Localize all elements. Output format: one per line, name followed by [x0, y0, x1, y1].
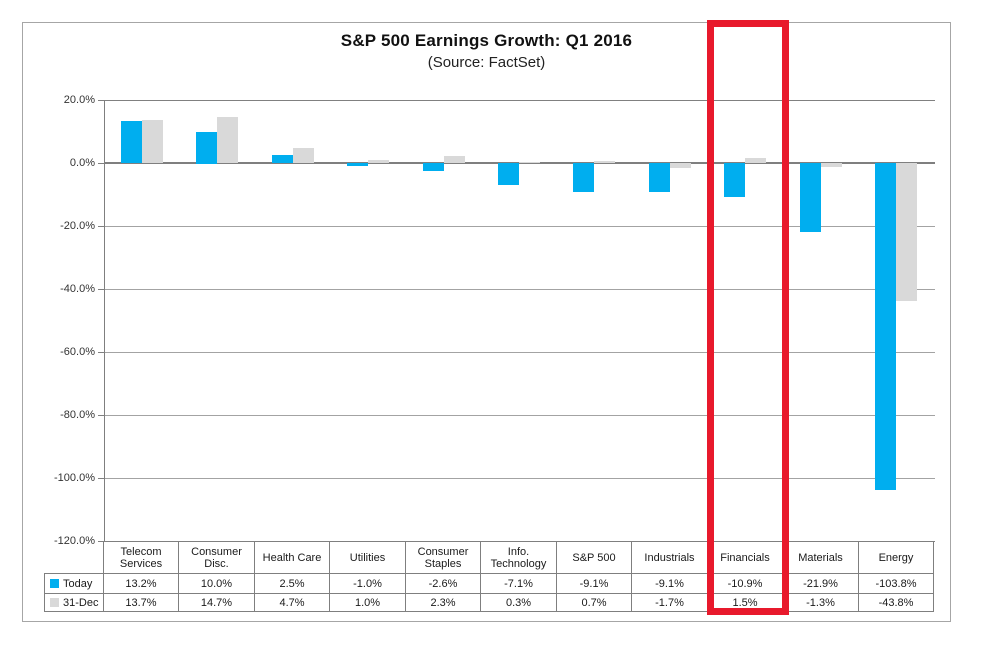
- bar-today-9: [800, 163, 821, 232]
- table-cell: 2.3%: [405, 593, 481, 612]
- table-cell: -1.3%: [782, 593, 859, 612]
- legend-label: Today: [63, 577, 93, 590]
- table-cell: 0.7%: [556, 593, 632, 612]
- table-header-5: Info. Technology: [480, 541, 557, 574]
- table-cell: -43.8%: [858, 593, 934, 612]
- bar-31-dec-6: [594, 161, 615, 163]
- y-axis-tick: [98, 541, 104, 542]
- y-axis-tick: [98, 415, 104, 416]
- table-header-6: S&P 500: [556, 541, 632, 574]
- legend-label: 31-Dec: [63, 596, 99, 609]
- bar-today-10: [875, 163, 896, 490]
- legend-marker-icon: [50, 579, 59, 588]
- y-axis-label: -40.0%: [60, 283, 95, 295]
- bar-31-dec-10: [896, 163, 917, 301]
- bar-today-7: [649, 163, 670, 192]
- bar-31-dec-4: [444, 156, 465, 163]
- table-header-9: Materials: [782, 541, 859, 574]
- gridline: [105, 478, 935, 479]
- bar-31-dec-1: [217, 117, 238, 163]
- bar-31-dec-8: [745, 158, 766, 163]
- table-header-7: Industrials: [631, 541, 708, 574]
- bar-31-dec-3: [368, 160, 389, 163]
- gridline: [105, 100, 935, 101]
- legend-marker-icon: [50, 598, 59, 607]
- y-axis-tick: [98, 289, 104, 290]
- bar-today-3: [347, 163, 368, 166]
- bar-31-dec-5: [519, 162, 540, 163]
- table-header-4: Consumer Staples: [405, 541, 481, 574]
- legend-cell-31-dec: 31-Dec: [44, 593, 104, 612]
- table-cell: 1.0%: [329, 593, 406, 612]
- legend-cell-today: Today: [44, 573, 104, 594]
- table-cell: 0.3%: [480, 593, 557, 612]
- table-header-3: Utilities: [329, 541, 406, 574]
- y-axis-tick: [98, 226, 104, 227]
- table-cell: -2.6%: [405, 573, 481, 594]
- bar-today-5: [498, 163, 519, 185]
- table-cell: 2.5%: [254, 573, 330, 594]
- table-cell: -103.8%: [858, 573, 934, 594]
- gridline: [105, 226, 935, 227]
- bar-today-0: [121, 121, 142, 163]
- y-axis-label: -80.0%: [60, 409, 95, 421]
- table-cell: 10.0%: [178, 573, 255, 594]
- y-axis-label: -120.0%: [54, 535, 95, 547]
- gridline: [105, 289, 935, 290]
- table-cell: -9.1%: [631, 573, 708, 594]
- bar-today-2: [272, 155, 293, 163]
- y-axis-label: 0.0%: [69, 157, 95, 169]
- table-header-10: Energy: [858, 541, 934, 574]
- bar-today-6: [573, 163, 594, 192]
- chart-frame: [22, 22, 951, 622]
- gridline: [105, 415, 935, 416]
- table-cell: -9.1%: [556, 573, 632, 594]
- table-header-0: Telecom Services: [103, 541, 179, 574]
- bar-31-dec-2: [293, 148, 314, 163]
- chart-subtitle: (Source: FactSet): [427, 54, 546, 71]
- y-axis-tick: [98, 100, 104, 101]
- y-axis-label: -60.0%: [60, 346, 95, 358]
- table-cell: 14.7%: [178, 593, 255, 612]
- table-cell: 13.2%: [103, 573, 179, 594]
- table-header-2: Health Care: [254, 541, 330, 574]
- table-cell: -1.0%: [329, 573, 406, 594]
- y-axis-line: [104, 100, 105, 541]
- y-axis-label: -100.0%: [54, 472, 95, 484]
- table-header-1: Consumer Disc.: [178, 541, 255, 574]
- table-cell: -1.7%: [631, 593, 708, 612]
- zero-axis-line: [105, 162, 935, 164]
- chart-title: S&P 500 Earnings Growth: Q1 2016: [340, 31, 633, 50]
- bar-31-dec-9: [821, 163, 842, 167]
- bar-today-8: [724, 163, 745, 197]
- table-cell: -21.9%: [782, 573, 859, 594]
- bar-today-1: [196, 132, 217, 164]
- y-axis-tick: [98, 163, 104, 164]
- y-axis-tick: [98, 478, 104, 479]
- y-axis-label: 20.0%: [63, 94, 95, 106]
- bar-31-dec-7: [670, 163, 691, 168]
- table-cell: 13.7%: [103, 593, 179, 612]
- y-axis-label: -20.0%: [60, 220, 95, 232]
- table-cell: -7.1%: [480, 573, 557, 594]
- highlight-rectangle: [707, 20, 789, 615]
- bar-31-dec-0: [142, 120, 163, 163]
- y-axis-tick: [98, 352, 104, 353]
- table-cell: 4.7%: [254, 593, 330, 612]
- gridline: [105, 352, 935, 353]
- bar-today-4: [423, 163, 444, 171]
